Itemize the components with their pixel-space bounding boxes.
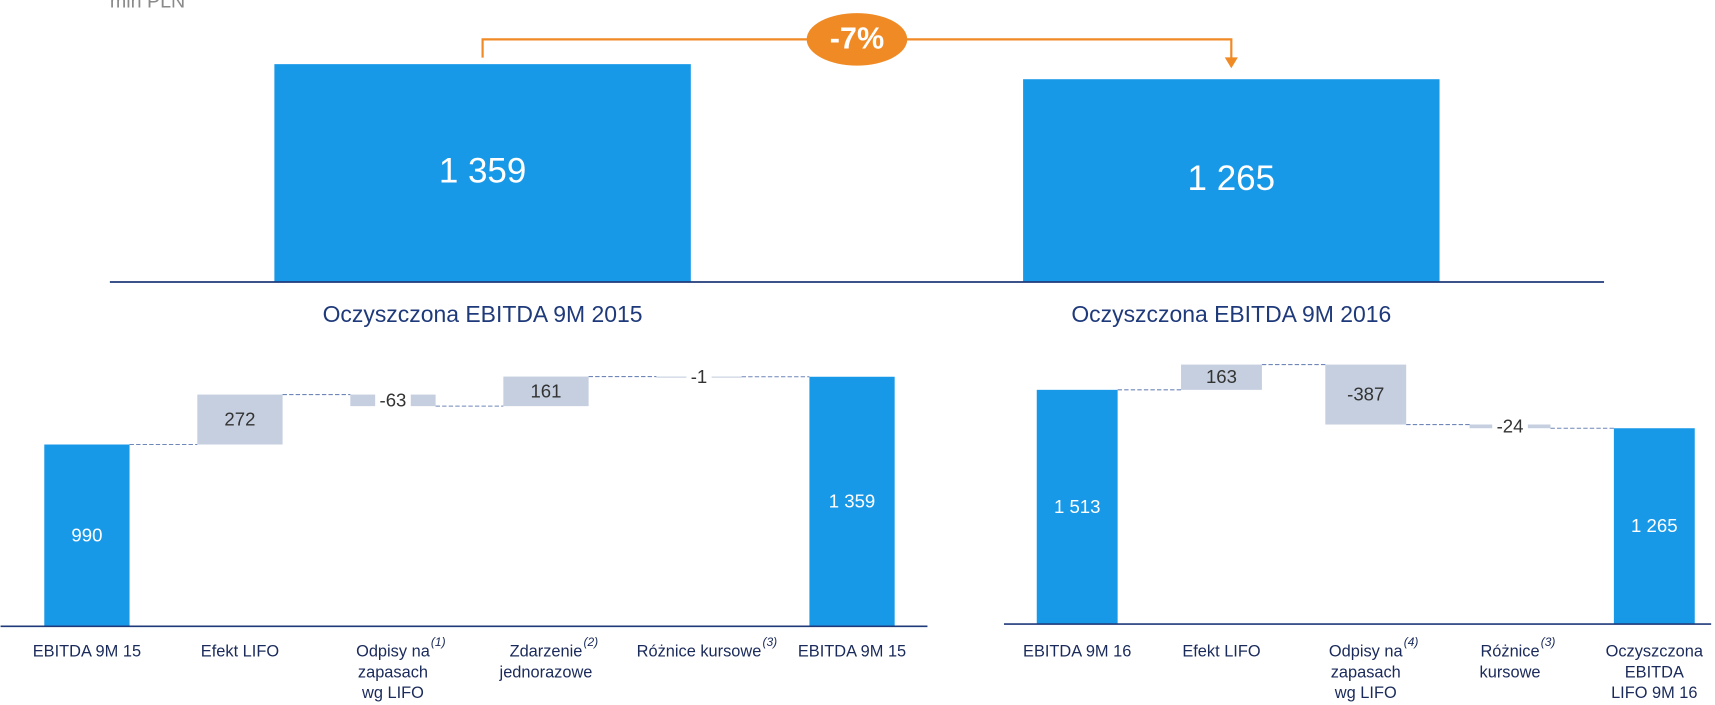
category-label: Oczyszczona EBITDA 9M 2015 — [323, 301, 643, 327]
category-label: Efekt LIFO — [201, 643, 279, 661]
category-label: Odpisy na zapasach wg LIFO — [1329, 643, 1404, 703]
delta-bar — [1181, 364, 1262, 390]
bar — [1023, 79, 1440, 282]
annotation-badge — [806, 13, 908, 66]
delta-bar — [503, 376, 589, 407]
category-label: EBITDA 9M 15 — [33, 643, 141, 661]
label-background — [1492, 415, 1528, 438]
value-label: 1 265 — [1188, 159, 1276, 198]
delta-bar — [1325, 364, 1407, 425]
value-label: 161 — [530, 380, 561, 401]
value-label: -63 — [380, 389, 407, 410]
label-background — [375, 389, 411, 412]
value-label: -24 — [1497, 415, 1524, 436]
category-label: EBITDA 9M 16 — [1023, 643, 1131, 661]
category-label: Różnice kursowe — [1480, 643, 1541, 682]
category-label: Zdarzenie jednorazowe — [499, 643, 593, 682]
total-bar — [809, 376, 895, 627]
category-label: Efekt LIFO — [1182, 643, 1260, 661]
footnote-mark: (2) — [583, 635, 598, 649]
category-label: Oczyszczona EBITDA LIFO 9M 16 — [1606, 643, 1704, 703]
value-label: -1 — [691, 366, 708, 387]
category-label: Odpisy na zapasach wg LIFO — [356, 643, 431, 703]
delta-bar — [197, 394, 283, 445]
category-label: EBITDA 9M 15 — [798, 643, 906, 661]
unit-label: mln PLN — [110, 0, 185, 12]
value-label: 1 359 — [829, 491, 876, 512]
value-label: 1 359 — [439, 151, 527, 190]
total-bar — [44, 444, 130, 627]
value-label: -387 — [1347, 384, 1384, 405]
value-label: 1 265 — [1631, 515, 1678, 536]
category-label: Oczyszczona EBITDA 9M 2016 — [1071, 301, 1391, 327]
category-label: Różnice kursowe — [637, 643, 762, 661]
footnote-mark: (1) — [431, 635, 446, 649]
bar — [274, 64, 691, 282]
footnote-mark: (3) — [762, 635, 777, 649]
annotation: -7% — [830, 22, 884, 56]
value-label: 272 — [224, 409, 255, 430]
value-label: 990 — [71, 524, 102, 545]
total-bar — [1613, 428, 1695, 625]
footnote-mark: (4) — [1404, 635, 1419, 649]
value-label: 163 — [1206, 366, 1237, 387]
arrow-head — [1224, 57, 1238, 69]
total-bar — [1036, 389, 1118, 625]
value-label: 1 513 — [1054, 496, 1101, 517]
footnote-mark: (3) — [1541, 635, 1556, 649]
label-background — [686, 366, 712, 389]
